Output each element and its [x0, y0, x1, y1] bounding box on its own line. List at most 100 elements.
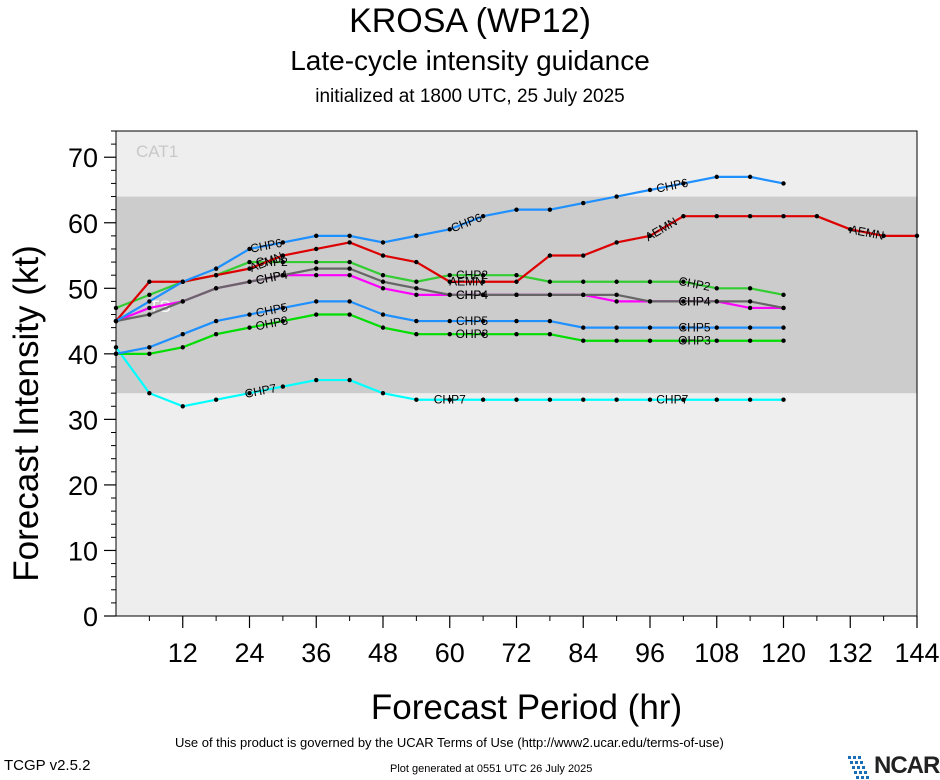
data-point-aemn: [414, 259, 419, 265]
data-point-ohp3: [614, 338, 619, 343]
data-point-chp7: [514, 397, 519, 402]
data-point-chp7: [614, 397, 619, 402]
y-tick-label: 10: [68, 536, 98, 566]
data-point-chp6: [647, 187, 653, 193]
data-point-chp5: [147, 345, 152, 350]
data-point-chp5: [647, 325, 653, 330]
data-point-chp7: [380, 390, 386, 396]
data-point-chp7: [781, 397, 786, 402]
data-point-chp4: [147, 305, 152, 311]
data-point-chp5: [347, 299, 352, 304]
data-point-ohp3: [480, 331, 486, 337]
ncar-logo-text: NCAR: [874, 752, 940, 779]
data-point-chp2: [747, 286, 753, 291]
y-tick-label: 40: [68, 340, 98, 370]
data-point-chp4: [747, 299, 753, 304]
data-point-chp4: [514, 292, 519, 298]
data-point-aemn: [147, 279, 152, 284]
data-point-aemn: [347, 240, 352, 245]
data-point-ohp3: [714, 338, 719, 343]
data-point-chp6: [714, 174, 719, 180]
data-point-chp5: [747, 325, 753, 330]
data-point-chp4: [380, 279, 386, 284]
series-label-chp5: CHP5: [456, 314, 488, 328]
data-point-chp6: [180, 279, 185, 284]
data-point-ohp3: [414, 331, 419, 337]
data-point-aemn: [480, 279, 486, 284]
data-point-aemn: [314, 246, 319, 252]
data-point-chp7: [147, 390, 152, 396]
data-point-chp2: [614, 279, 619, 284]
data-point-chp4: [747, 305, 753, 311]
data-point-chp4: [781, 305, 786, 311]
data-point-aemn: [647, 233, 653, 239]
data-point-chp6: [447, 227, 452, 232]
data-point-chp2: [681, 279, 686, 284]
x-axis-label: Forecast Period (hr): [371, 688, 682, 727]
data-point-chp5: [614, 325, 619, 330]
data-point-chp4: [280, 272, 286, 278]
data-point-chp2: [347, 259, 352, 265]
intensity-band-cat1: [116, 131, 917, 197]
data-point-chp5: [681, 325, 686, 330]
series-label-chp7: CHP7: [656, 393, 688, 407]
data-point-chp5: [280, 305, 286, 311]
data-point-chp2: [581, 279, 586, 284]
data-point-chp2: [447, 272, 452, 278]
data-point-chp2: [147, 292, 152, 298]
x-tick-label: 144: [894, 638, 939, 668]
data-point-chp6: [781, 181, 786, 186]
data-point-chp4: [380, 286, 386, 291]
data-point-chp2: [547, 279, 553, 284]
data-point-ohp3: [681, 338, 686, 343]
data-point-chp6: [747, 174, 753, 180]
data-point-chp5: [247, 312, 252, 317]
data-point-chp6: [514, 207, 519, 212]
series-label-ohp3: OHP3: [254, 313, 289, 333]
ncar-logo-icon: [848, 756, 869, 779]
data-point-chp5: [781, 325, 786, 330]
series-label-chp2: CHP2: [256, 255, 288, 269]
data-point-chp2: [280, 259, 286, 265]
data-point-ohp3: [647, 338, 653, 343]
data-point-ohp3: [380, 325, 386, 330]
data-point-chp6: [213, 266, 219, 271]
data-point-chp4: [480, 292, 486, 298]
data-point-chp7: [647, 397, 653, 402]
data-point-chp5: [547, 318, 553, 324]
data-point-aemn: [747, 214, 753, 219]
version-label: TCGP v2.5.2: [4, 757, 91, 774]
data-point-chp2: [314, 259, 319, 265]
data-point-ohp3: [213, 331, 219, 337]
data-point-chp7: [213, 397, 219, 402]
data-point-aemn: [247, 266, 252, 271]
data-point-ohp3: [347, 312, 352, 317]
data-point-chp7: [247, 390, 252, 396]
series-label-chp5: CHP5: [255, 300, 289, 320]
y-tick-label: 60: [68, 209, 98, 239]
series-label-ohp3: OHP3: [678, 334, 711, 348]
data-point-aemn: [881, 233, 886, 239]
data-point-chp2: [480, 272, 486, 278]
data-point-aemn: [714, 214, 719, 219]
series-label-aemn: AEMN: [449, 275, 484, 289]
data-point-aemn: [280, 253, 286, 258]
series-label-chp7: CHP7: [244, 381, 278, 401]
data-point-aemn: [914, 233, 920, 239]
y-tick-label: 20: [68, 471, 98, 501]
data-point-chp5: [414, 318, 419, 324]
data-point-chp6: [480, 214, 486, 219]
x-tick-label: 12: [168, 638, 198, 668]
data-point-chp7: [547, 397, 553, 402]
data-point-chp4: [647, 299, 653, 304]
data-point-aemn: [380, 253, 386, 258]
x-tick-label: 48: [368, 638, 398, 668]
data-point-chp6: [113, 318, 119, 324]
generated-time: Plot generated at 0551 UTC 26 July 2025: [390, 763, 593, 775]
data-point-aemn: [447, 279, 452, 284]
data-point-ohp3: [280, 318, 286, 324]
data-point-chp5: [213, 318, 219, 324]
data-point-aemn: [213, 272, 219, 278]
data-point-chp6: [681, 181, 686, 186]
y-tick-label: 70: [68, 143, 98, 173]
